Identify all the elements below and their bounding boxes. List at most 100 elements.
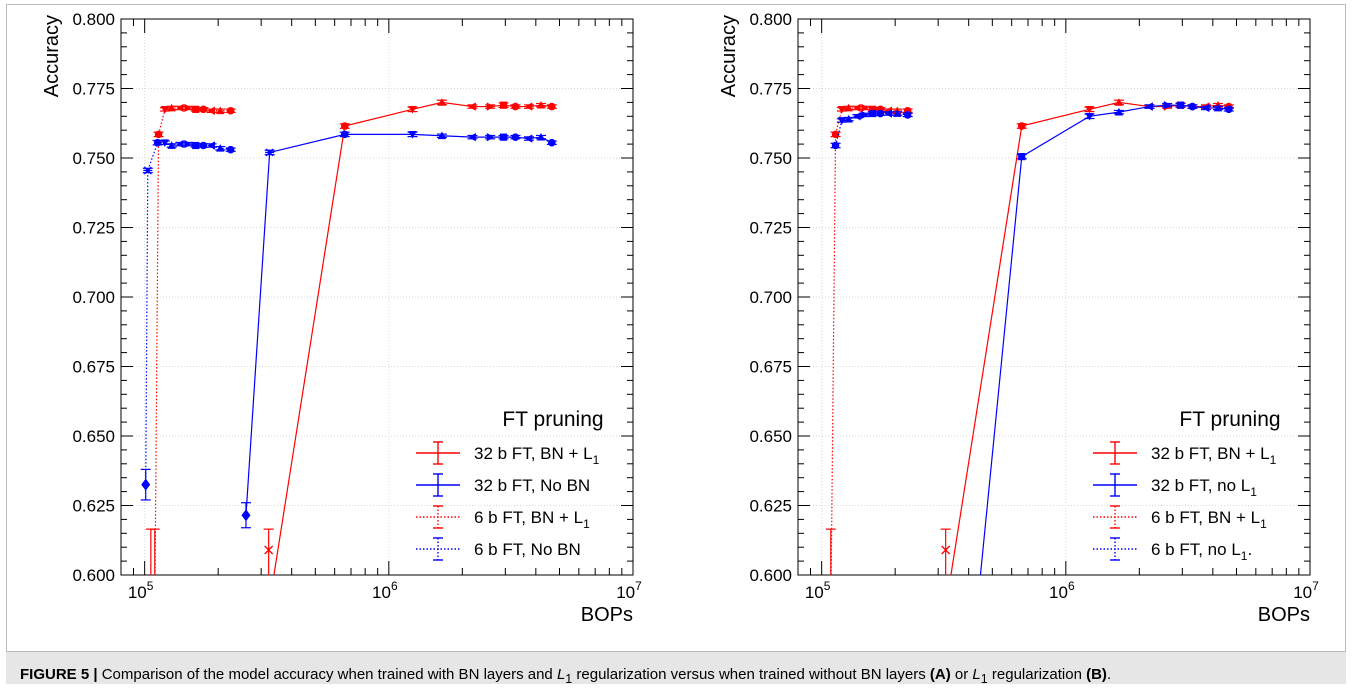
caption-panel-b: (B) bbox=[1086, 666, 1107, 683]
data-point bbox=[941, 545, 951, 555]
x-tick-exponent: 7 bbox=[1312, 579, 1319, 593]
caption-l1-a-sub: 1 bbox=[565, 672, 573, 686]
data-point bbox=[486, 132, 495, 142]
y-axis-label: Accuracy bbox=[718, 15, 740, 97]
data-point bbox=[1201, 103, 1210, 113]
legend-label: 6 b FT, no L1. bbox=[1151, 540, 1252, 563]
y-tick-label: 0.700 bbox=[72, 288, 115, 307]
data-point bbox=[184, 103, 192, 113]
legend-label-subscript: 1 bbox=[583, 517, 590, 531]
data-point bbox=[869, 109, 877, 118]
data-point bbox=[340, 122, 349, 130]
data-point bbox=[207, 141, 215, 150]
data-point bbox=[264, 545, 274, 555]
data-point bbox=[499, 101, 508, 109]
series-1 bbox=[273, 98, 557, 575]
y-tick-label: 0.700 bbox=[749, 288, 792, 307]
data-point bbox=[160, 105, 170, 114]
data-point bbox=[160, 139, 170, 147]
data-point bbox=[893, 109, 902, 117]
y-tick-label: 0.625 bbox=[749, 497, 792, 516]
chart-panel-a: 0.600 0.625 0.650 0.675 0.700 0.725 0.750 0.775… bbox=[41, 10, 642, 626]
x-tick-base: 10 bbox=[372, 583, 391, 602]
legend-label: 6 b FT, BN + L1 bbox=[474, 508, 590, 531]
series-line bbox=[950, 101, 1229, 575]
data-point bbox=[837, 105, 847, 114]
y-axis: 0.600 0.625 0.650 0.675 0.700 0.725 0.750 0.775… bbox=[41, 10, 633, 585]
caption-l1-a: L bbox=[556, 666, 566, 683]
data-point bbox=[153, 138, 162, 147]
y-tick-label: 0.650 bbox=[749, 427, 792, 446]
y-tick-label: 0.775 bbox=[72, 80, 115, 99]
data-point bbox=[192, 105, 200, 113]
y-tick-label: 0.650 bbox=[72, 427, 115, 446]
x-tick-label: 107 bbox=[1293, 579, 1319, 602]
legend-label: 6 b FT, No BN bbox=[474, 540, 581, 559]
data-point bbox=[831, 141, 840, 150]
data-point bbox=[1163, 100, 1172, 110]
data-point bbox=[869, 105, 877, 113]
y-tick-label: 0.725 bbox=[749, 219, 792, 238]
data-point bbox=[1018, 153, 1026, 161]
data-point bbox=[1085, 112, 1094, 121]
data-point bbox=[176, 103, 184, 113]
series-2 bbox=[240, 130, 557, 529]
y-tick-label: 0.800 bbox=[749, 10, 792, 29]
plot-area bbox=[827, 98, 1234, 621]
data-point bbox=[853, 103, 861, 113]
data-point bbox=[167, 103, 176, 112]
x-tick-exponent: 5 bbox=[147, 579, 154, 593]
caption-label: FIGURE 5 | bbox=[20, 666, 98, 683]
series-line bbox=[834, 112, 908, 146]
legend-label: 32 b FT, no L1 bbox=[1151, 476, 1257, 499]
y-tick-label: 0.675 bbox=[749, 358, 792, 377]
data-point bbox=[207, 106, 215, 115]
data-point bbox=[1114, 98, 1124, 106]
x-tick-label: 106 bbox=[1049, 579, 1075, 602]
series-line bbox=[830, 107, 908, 575]
boundary-errorbar bbox=[940, 528, 951, 575]
data-point bbox=[536, 100, 546, 109]
data-point bbox=[151, 613, 159, 621]
data-point bbox=[524, 102, 533, 111]
data-point bbox=[1017, 122, 1026, 130]
data-point bbox=[176, 139, 184, 149]
legend-label: 32 b FT, No BN bbox=[474, 476, 590, 495]
data-point bbox=[340, 130, 349, 139]
x-tick-exponent: 6 bbox=[391, 579, 398, 593]
legend-label-main: 32 b FT, No BN bbox=[474, 476, 590, 495]
x-tick-label: 105 bbox=[128, 579, 154, 602]
data-point bbox=[853, 112, 861, 121]
data-point bbox=[536, 132, 546, 141]
series-line bbox=[273, 101, 552, 575]
legend-label-main: 32 b FT, BN + L bbox=[1151, 444, 1270, 463]
series-1 bbox=[950, 98, 1234, 575]
y-axis-label: Accuracy bbox=[41, 15, 63, 97]
data-point bbox=[216, 144, 225, 152]
data-point bbox=[226, 145, 235, 154]
data-point bbox=[548, 138, 556, 147]
data-point bbox=[1188, 102, 1197, 111]
plot-area bbox=[140, 98, 557, 621]
data-point bbox=[216, 106, 225, 115]
data-point bbox=[147, 613, 155, 621]
x-tick-exponent: 6 bbox=[1068, 579, 1075, 593]
y-tick-label: 0.600 bbox=[72, 566, 115, 585]
caption-text-1: Comparison of the model accuracy when tr… bbox=[97, 666, 557, 683]
x-tick-base: 10 bbox=[805, 583, 824, 602]
data-point bbox=[861, 103, 869, 113]
series-3 bbox=[827, 103, 913, 621]
legend-label-subscript: 1 bbox=[1250, 485, 1257, 499]
y-tick-label: 0.600 bbox=[749, 566, 792, 585]
data-point bbox=[827, 613, 835, 621]
series-line bbox=[154, 107, 231, 575]
boundary-errorbar bbox=[825, 528, 836, 575]
legend-label-main: 6 b FT, No BN bbox=[474, 540, 581, 559]
legend-title: FT pruning bbox=[1179, 408, 1280, 431]
data-point bbox=[437, 131, 447, 140]
data-point bbox=[167, 141, 176, 149]
data-point bbox=[548, 102, 556, 111]
x-axis-label: BOPs bbox=[1258, 604, 1310, 626]
